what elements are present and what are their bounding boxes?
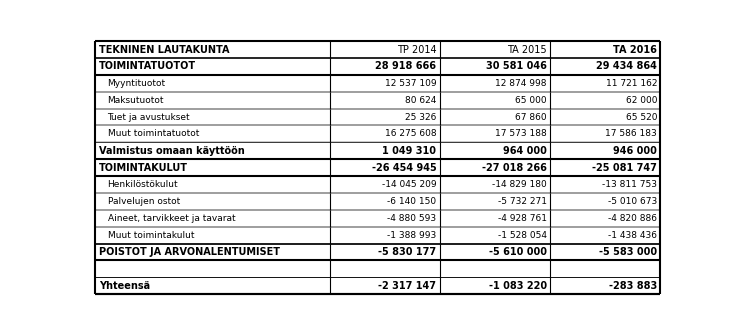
Text: POISTOT JA ARVONALENTUMISET: POISTOT JA ARVONALENTUMISET: [99, 247, 280, 257]
Text: -25 081 747: -25 081 747: [592, 163, 657, 173]
Text: Muut toimintatuotot: Muut toimintatuotot: [108, 129, 199, 138]
Text: -27 018 266: -27 018 266: [482, 163, 547, 173]
Text: -14 045 209: -14 045 209: [382, 180, 436, 189]
Text: 16 275 608: 16 275 608: [385, 129, 436, 138]
Text: Muut toimintakulut: Muut toimintakulut: [108, 231, 194, 240]
Text: 65 520: 65 520: [626, 113, 657, 122]
Text: 29 434 864: 29 434 864: [596, 61, 657, 71]
Text: -4 880 593: -4 880 593: [388, 214, 436, 223]
Text: TOIMINTAKULUT: TOIMINTAKULUT: [99, 163, 188, 173]
Text: 30 581 046: 30 581 046: [486, 61, 547, 71]
Text: TEKNINEN LAUTAKUNTA: TEKNINEN LAUTAKUNTA: [99, 44, 229, 54]
Text: -4 928 761: -4 928 761: [497, 214, 547, 223]
Text: -14 829 180: -14 829 180: [492, 180, 547, 189]
Text: 11 721 162: 11 721 162: [606, 79, 657, 88]
Text: Valmistus omaan käyttöön: Valmistus omaan käyttöön: [99, 146, 245, 156]
Text: 17 586 183: 17 586 183: [605, 129, 657, 138]
Text: 28 918 666: 28 918 666: [375, 61, 436, 71]
Text: -5 610 000: -5 610 000: [489, 247, 547, 257]
Text: 946 000: 946 000: [613, 146, 657, 156]
Text: 1 049 310: 1 049 310: [383, 146, 436, 156]
Text: 12 874 998: 12 874 998: [495, 79, 547, 88]
Text: -5 732 271: -5 732 271: [497, 197, 547, 206]
Text: Myyntituotot: Myyntituotot: [108, 79, 166, 88]
Text: -5 010 673: -5 010 673: [608, 197, 657, 206]
Text: 67 860: 67 860: [515, 113, 547, 122]
Text: -26 454 945: -26 454 945: [371, 163, 436, 173]
Text: 65 000: 65 000: [515, 96, 547, 105]
Text: -2 317 147: -2 317 147: [379, 281, 436, 291]
Text: -1 528 054: -1 528 054: [497, 231, 547, 240]
Text: TOIMINTATUOTOT: TOIMINTATUOTOT: [99, 61, 196, 71]
Text: 12 537 109: 12 537 109: [385, 79, 436, 88]
Text: -5 830 177: -5 830 177: [378, 247, 436, 257]
Text: Maksutuotot: Maksutuotot: [108, 96, 164, 105]
Text: 62 000: 62 000: [626, 96, 657, 105]
Text: -4 820 886: -4 820 886: [608, 214, 657, 223]
Text: Yhteensä: Yhteensä: [99, 281, 150, 291]
Text: -283 883: -283 883: [609, 281, 657, 291]
Text: 80 624: 80 624: [405, 96, 436, 105]
Text: -5 583 000: -5 583 000: [599, 247, 657, 257]
Text: Henkilöstökulut: Henkilöstökulut: [108, 180, 178, 189]
Text: Tuet ja avustukset: Tuet ja avustukset: [108, 113, 190, 122]
Text: -1 388 993: -1 388 993: [387, 231, 436, 240]
Text: -1 438 436: -1 438 436: [608, 231, 657, 240]
Text: -13 811 753: -13 811 753: [602, 180, 657, 189]
Text: -6 140 150: -6 140 150: [388, 197, 436, 206]
Text: -1 083 220: -1 083 220: [489, 281, 547, 291]
Text: Aineet, tarvikkeet ja tavarat: Aineet, tarvikkeet ja tavarat: [108, 214, 235, 223]
Text: 17 573 188: 17 573 188: [495, 129, 547, 138]
Text: TP 2014: TP 2014: [397, 44, 436, 54]
Text: TA 2015: TA 2015: [507, 44, 547, 54]
Text: Palvelujen ostot: Palvelujen ostot: [108, 197, 180, 206]
Text: TA 2016: TA 2016: [613, 44, 657, 54]
Text: 964 000: 964 000: [503, 146, 547, 156]
Text: 25 326: 25 326: [405, 113, 436, 122]
